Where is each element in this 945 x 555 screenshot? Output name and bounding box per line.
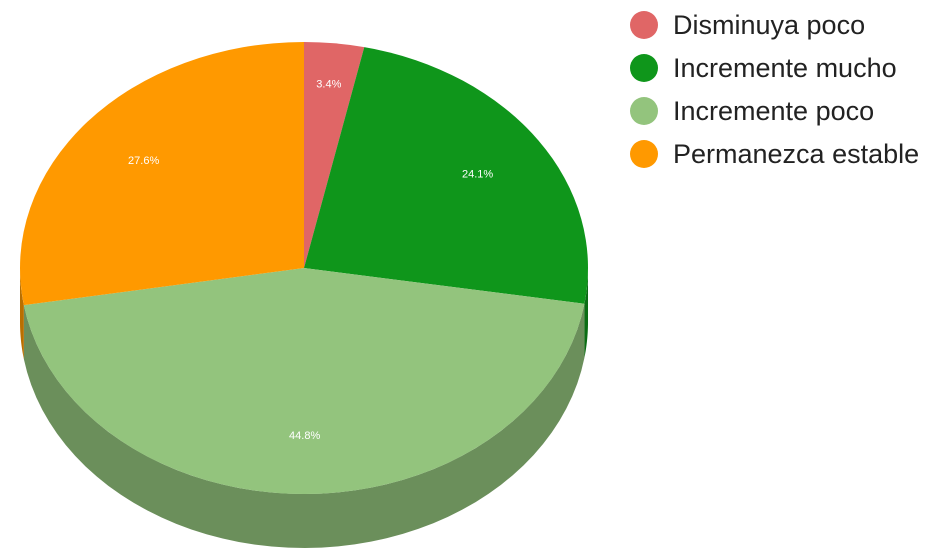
- pie-data-labels: 3.4% 24.1% 44.8% 27.6%: [128, 79, 493, 442]
- legend-label: Disminuya poco: [673, 10, 866, 40]
- pie-side-incremente-poco: [23, 303, 585, 548]
- legend-swatch: [630, 140, 658, 168]
- legend-swatch: [630, 54, 658, 82]
- pie-slice-permanezca-estable[interactable]: [19, 42, 305, 306]
- legend-label: Permanezca estable: [673, 139, 920, 169]
- legend-item-incremente-mucho[interactable]: Incremente mucho: [630, 51, 940, 88]
- pie-data-label: 24.1%: [462, 169, 493, 181]
- pie-slice-incremente-poco[interactable]: [23, 268, 585, 495]
- chart-legend: Disminuya poco Incremente mucho Incremen…: [630, 8, 940, 180]
- legend-swatch: [630, 97, 658, 125]
- pie-data-label: 27.6%: [128, 155, 159, 167]
- pie-data-label: 44.8%: [289, 430, 320, 442]
- legend-label: Incremente mucho: [673, 53, 897, 83]
- legend-item-incremente-poco[interactable]: Incremente poco: [630, 94, 940, 131]
- legend-swatch: [630, 11, 658, 39]
- pie-slice-disminuya-poco[interactable]: [304, 42, 365, 268]
- pie-data-label: 3.4%: [316, 79, 341, 91]
- pie-side-incremente-mucho: [584, 268, 588, 358]
- legend-label: Incremente poco: [673, 96, 875, 126]
- legend-item-permanezca-estable[interactable]: Permanezca estable: [630, 137, 940, 174]
- pie-slices: [19, 42, 589, 495]
- pie-slice-incremente-mucho[interactable]: [304, 47, 589, 304]
- pie-side-permanezca-estable: [20, 268, 24, 360]
- pie-3d-side: [20, 268, 588, 548]
- pie-chart: 3.4% 24.1% 44.8% 27.6%: [19, 42, 589, 548]
- legend-item-disminuya-poco[interactable]: Disminuya poco: [630, 8, 940, 45]
